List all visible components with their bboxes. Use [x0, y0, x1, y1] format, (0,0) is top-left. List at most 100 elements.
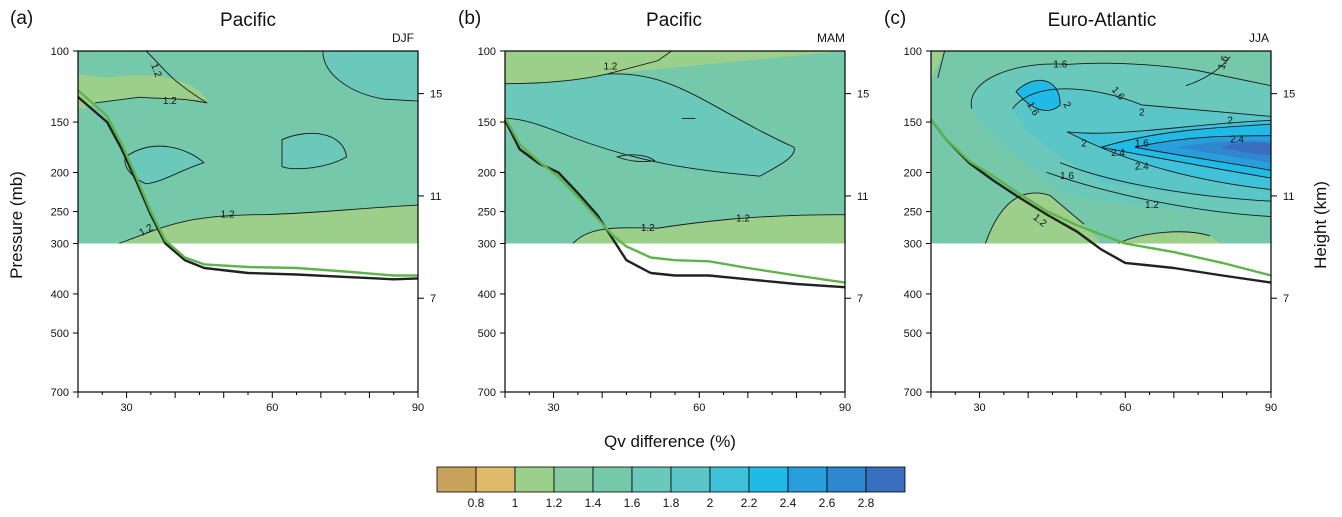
y-tick-label: 100 — [51, 46, 69, 58]
y-tick-label: 500 — [51, 328, 69, 340]
y-tick-label: 100 — [478, 46, 496, 58]
y-tick-label: 700 — [904, 387, 922, 399]
y-tick-label: 300 — [51, 239, 69, 251]
contour-line — [1060, 163, 1271, 202]
contour-label: 2.4 — [1111, 148, 1125, 159]
panel-c: (c) Euro-Atlantic JJA 1.6 1.6 1.6 1.6 2 2 2 2 2.… — [884, 8, 1295, 414]
colorbar-label: 2.8 — [858, 496, 875, 510]
y-axis-title-left: Pressure (mb) — [7, 171, 26, 279]
x-tick-label: 30 — [547, 402, 559, 414]
contour-label: 2.4 — [1135, 162, 1149, 173]
y-tick-label: 700 — [478, 387, 496, 399]
contour-label: 2 — [1227, 115, 1233, 126]
panel-title: Pacific — [646, 10, 702, 31]
contour-label: 2 — [1060, 100, 1073, 111]
x-tick-label: 90 — [1265, 402, 1277, 414]
height-tick-label: 15 — [1283, 89, 1295, 101]
contour-line — [125, 146, 204, 184]
panel-a: (a) Pacific DJF 1.21.21.21.230 60 90100150… — [10, 8, 442, 414]
colorbar-swatch — [670, 466, 711, 493]
contour-line — [505, 74, 794, 176]
height-tick-label: 11 — [430, 191, 441, 203]
y-tick-label: 400 — [478, 289, 496, 301]
contour-label: 1.6 — [1060, 171, 1074, 182]
y-tick-label: 100 — [904, 46, 922, 58]
contour-line — [1135, 136, 1271, 148]
contour-label: 2.4 — [1230, 135, 1244, 146]
contour-fill — [78, 51, 208, 109]
contour-line — [1101, 147, 1271, 178]
contour-line — [1067, 120, 1271, 133]
panel-title: Pacific — [220, 10, 276, 31]
colorbar-title: Qv difference (%) — [604, 432, 736, 451]
x-tick-label: 30 — [973, 402, 985, 414]
contour-fill — [1016, 80, 1061, 111]
contour-line — [1118, 232, 1210, 244]
colorbar-swatch — [475, 466, 516, 493]
y-tick-label: 400 — [51, 289, 69, 301]
y-tick-label: 250 — [478, 207, 496, 219]
y-tick-label: 300 — [478, 239, 496, 251]
contour-line — [573, 215, 845, 244]
shaded-field: 1.2 1.2 1.2 — [505, 51, 845, 244]
colorbar-label: 2.2 — [741, 496, 758, 510]
height-tick-label: 11 — [1283, 191, 1294, 203]
shaded-field: 1.21.21.21.2 — [78, 51, 418, 244]
y-tick-label: 400 — [904, 289, 922, 301]
colorbar-label: 2.6 — [819, 496, 836, 510]
contour-fill — [282, 133, 347, 169]
series-line-green — [930, 118, 1272, 277]
contour-label: 1.2 — [221, 210, 235, 221]
contour-line — [1013, 89, 1271, 117]
colorbar-swatch — [514, 466, 555, 493]
x-tick-label: 90 — [839, 402, 851, 414]
y-tick-label: 200 — [478, 167, 496, 179]
series-line-green — [77, 89, 418, 277]
colorbar-swatch — [709, 466, 750, 493]
contour-label: 1.6 — [1135, 138, 1149, 149]
colorbar-label: 2.4 — [780, 496, 797, 510]
colorbar-swatch — [592, 466, 633, 493]
colorbar-label: 1.6 — [624, 496, 641, 510]
contour-label: 1.2 — [641, 223, 655, 234]
contour-label: 1.6 — [1053, 59, 1067, 70]
season-label: JJA — [1249, 31, 1269, 45]
contour-label: 2 — [1081, 138, 1087, 149]
contour-fill — [573, 214, 845, 244]
y-tick-label: 250 — [51, 207, 69, 219]
colorbar-swatch — [865, 466, 906, 493]
panel-label: (a) — [10, 8, 33, 29]
contour-label: 1.6 — [1216, 54, 1231, 71]
y-axis-title-right: Height (km) — [1311, 181, 1330, 269]
contour-fill — [118, 205, 418, 244]
contour-label: 1.2 — [603, 61, 617, 72]
contour-line — [1067, 132, 1271, 190]
contour-label: 1.2 — [1145, 200, 1159, 211]
colorbar-swatch — [748, 466, 789, 493]
height-tick-label: 7 — [1283, 293, 1289, 305]
contour-fill — [124, 146, 204, 184]
contour-fill — [1118, 231, 1220, 244]
contour-fill — [505, 51, 845, 84]
colorbar-swatch — [787, 466, 828, 493]
contour-fill — [322, 51, 418, 102]
height-tick-label: 15 — [430, 89, 442, 101]
colorbar-label: 1.8 — [663, 496, 680, 510]
x-tick-label: 60 — [693, 402, 705, 414]
contour-line — [938, 51, 945, 78]
y-tick-label: 500 — [904, 328, 922, 340]
x-tick-label: 60 — [266, 402, 278, 414]
contour-line — [119, 205, 418, 244]
x-tick-label: 90 — [412, 402, 424, 414]
panel-label: (b) — [458, 8, 481, 29]
colorbar-label: 1.2 — [546, 496, 563, 510]
x-tick-label: 60 — [1119, 402, 1131, 414]
contour-line — [985, 193, 1084, 244]
contour-line — [1186, 57, 1230, 86]
y-tick-label: 200 — [904, 167, 922, 179]
contour-line — [323, 51, 418, 101]
colorbar-label: 2 — [707, 496, 714, 510]
contour-line — [1135, 147, 1271, 170]
